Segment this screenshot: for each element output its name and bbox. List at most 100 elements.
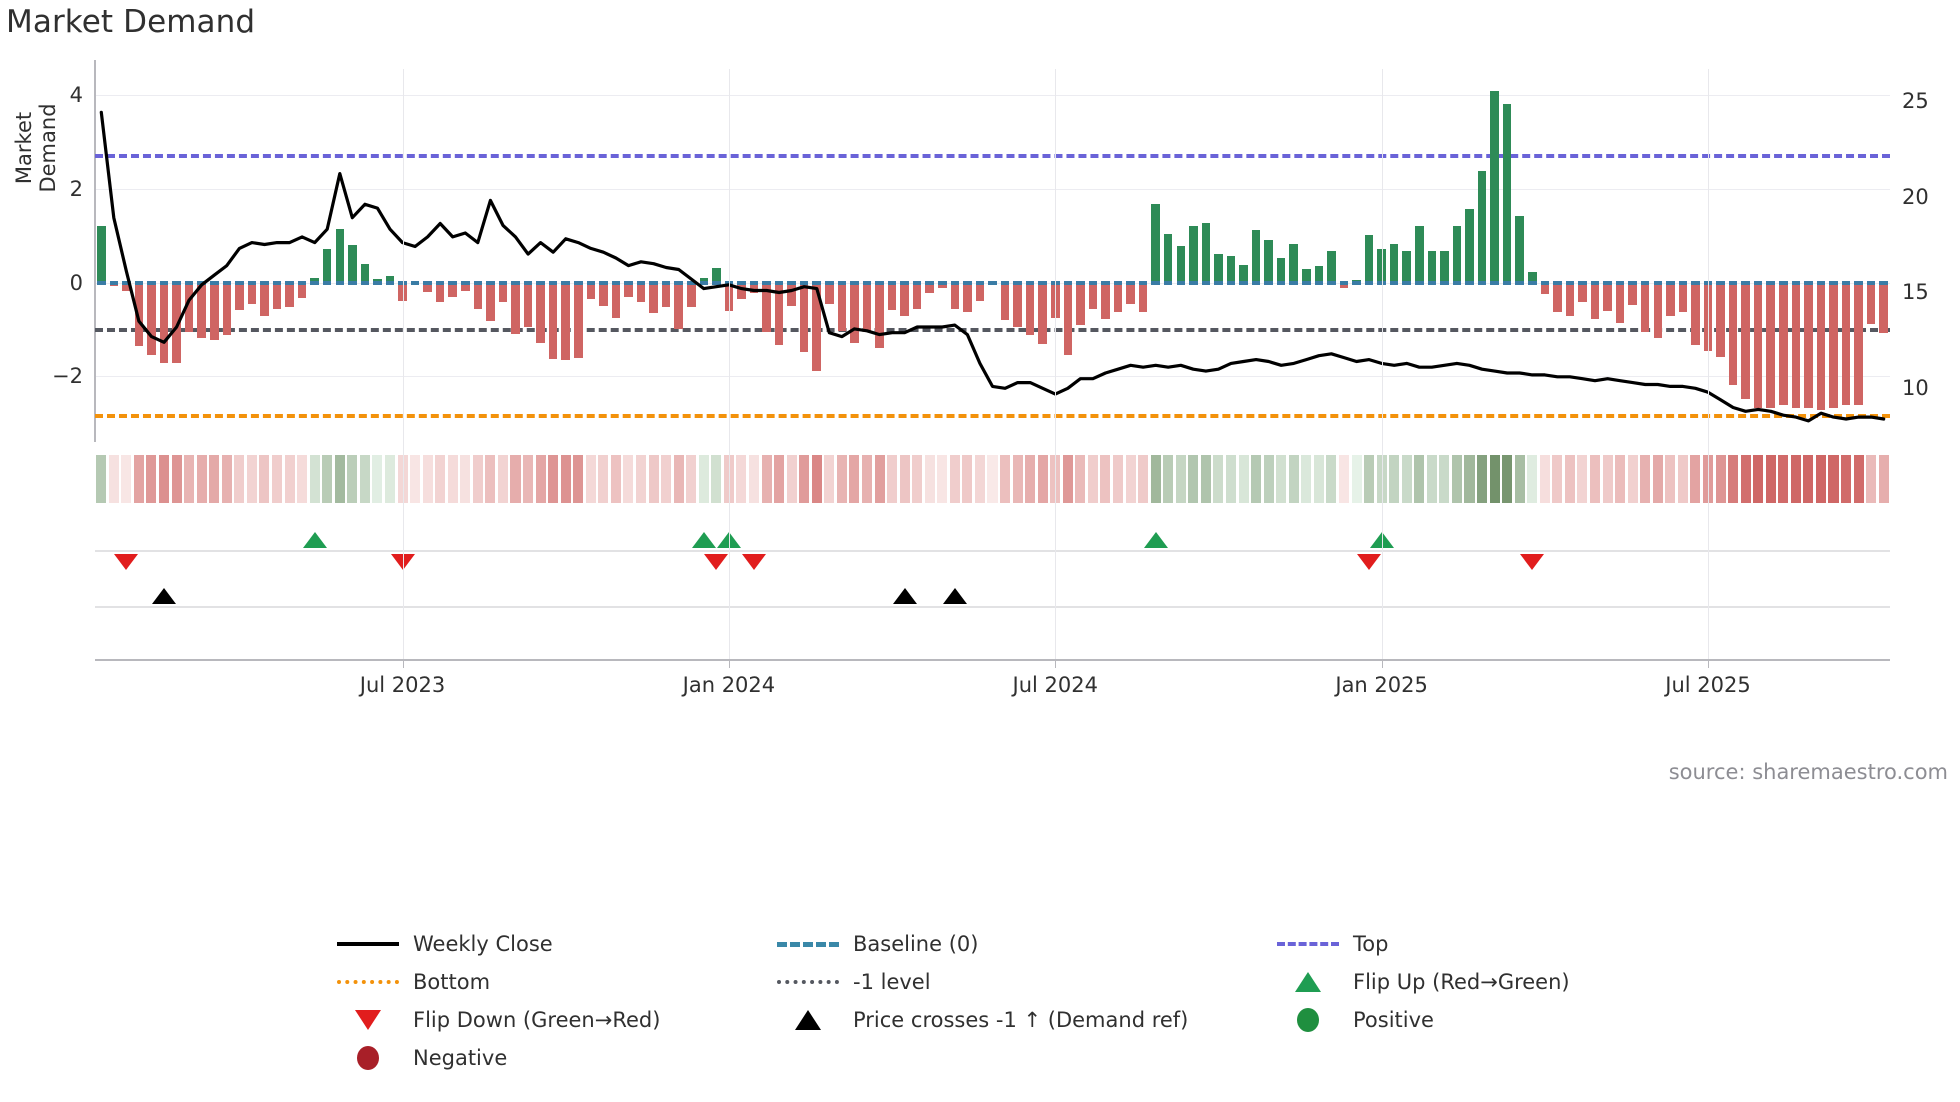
baseline-cap	[887, 280, 897, 285]
x-tick-mark	[402, 659, 404, 668]
demand-bar	[1766, 282, 1775, 409]
legend-item-weekly-close[interactable]: Weekly Close	[330, 925, 770, 963]
heatstrip-cell	[598, 455, 609, 503]
heatstrip-cell	[460, 455, 471, 503]
demand-bar	[1578, 282, 1587, 303]
baseline-cap	[912, 280, 922, 285]
baseline-cap	[586, 280, 596, 285]
demand-bar	[335, 228, 345, 283]
heatstrip-cell	[108, 455, 119, 503]
flip-up-marker[interactable]	[302, 532, 327, 548]
flip-down-marker[interactable]	[742, 554, 766, 570]
demand-bar	[1189, 225, 1198, 283]
flip-down-marker[interactable]	[114, 554, 139, 570]
demand-bar	[1013, 282, 1022, 328]
legend-item-flip-up[interactable]: Flip Up (Red→Green)	[1270, 963, 1630, 1001]
legend-item-negative[interactable]: Negative	[330, 1039, 770, 1077]
flip-down-marker[interactable]	[704, 554, 729, 570]
legend-row-1: Weekly Close Baseline (0) Top	[330, 925, 1630, 963]
baseline-cap	[1440, 280, 1449, 285]
demand-bar	[322, 249, 332, 283]
heatstrip-cell	[610, 455, 621, 503]
demand-bar	[297, 282, 307, 298]
demand-bar	[1628, 282, 1637, 306]
demand-bar	[1565, 282, 1575, 317]
demand-bar	[1264, 239, 1273, 283]
x-tick-mark	[728, 659, 730, 668]
flip-down-marker[interactable]	[1357, 554, 1382, 570]
baseline-cap	[1691, 280, 1700, 285]
demand-bar	[1339, 282, 1349, 289]
heatstrip-cell	[1627, 455, 1638, 503]
flip-down-marker[interactable]	[1520, 554, 1545, 570]
baseline-cap	[1264, 280, 1273, 285]
legend-label: Bottom	[413, 970, 491, 994]
heatstrip-cell	[1539, 455, 1550, 503]
baseline-cap	[636, 280, 646, 285]
x-tick-label: Jan 2025	[1335, 673, 1428, 697]
heatstrip-cell	[1828, 455, 1839, 503]
heatstrip-cell	[1853, 455, 1864, 503]
price-cross-marker[interactable]	[892, 588, 917, 604]
legend-item-baseline[interactable]: Baseline (0)	[770, 925, 1270, 963]
baseline-cap	[1678, 280, 1688, 285]
baseline-cap	[1804, 280, 1813, 285]
legend-item-minus-one-level[interactable]: -1 level	[770, 963, 1270, 1001]
heatstrip-cell	[447, 455, 458, 503]
heatstrip-cell	[1025, 455, 1036, 503]
baseline-cap	[599, 280, 608, 285]
heatstrip-cell	[974, 455, 985, 503]
flip-up-marker[interactable]	[1143, 532, 1168, 548]
baseline-cap	[435, 280, 445, 285]
baseline-cap	[1000, 280, 1010, 285]
demand-bar	[561, 282, 570, 361]
baseline-cap	[574, 280, 583, 285]
demand-bar	[1314, 266, 1324, 283]
heatstrip-cell	[774, 455, 785, 503]
baseline-cap	[1163, 280, 1173, 285]
baseline-cap	[737, 280, 746, 285]
legend-label: Top	[1353, 932, 1389, 956]
x-tick-label: Jan 2024	[682, 673, 776, 697]
demand-bar	[737, 282, 746, 300]
demand-bar	[925, 282, 934, 294]
demand-bar	[1540, 282, 1550, 295]
baseline-cap	[561, 280, 570, 285]
heatstrip-cell	[1778, 455, 1789, 503]
heatstrip-cell	[96, 455, 107, 503]
legend-item-top[interactable]: Top	[1270, 925, 1630, 963]
baseline-cap	[448, 280, 457, 285]
demand-bar	[912, 282, 922, 309]
demand-bar	[348, 245, 357, 283]
baseline-cap	[787, 280, 796, 285]
legend-label: Price crosses -1 ↑ (Demand ref)	[853, 1008, 1189, 1032]
baseline-cap	[310, 280, 319, 285]
baseline-cap	[925, 280, 934, 285]
heatstrip-cell	[661, 455, 672, 503]
heatstrip-cell	[1376, 455, 1387, 503]
baseline-cap	[1076, 280, 1085, 285]
price-cross-marker[interactable]	[942, 588, 967, 604]
source-note: source: sharemaestro.com	[1668, 760, 1948, 784]
legend-item-positive[interactable]: Positive	[1270, 1001, 1630, 1039]
heatstrip-cell	[334, 455, 345, 503]
demand-bar	[1126, 282, 1135, 304]
demand-bar	[310, 278, 319, 283]
demand-bar	[661, 282, 671, 308]
baseline-cap	[498, 280, 508, 285]
flip-up-marker[interactable]	[691, 532, 716, 548]
legend-item-flip-down[interactable]: Flip Down (Green→Red)	[330, 1001, 770, 1039]
heatstrip-cell	[359, 455, 370, 503]
heatstrip-cell	[510, 455, 521, 503]
price-cross-marker[interactable]	[152, 588, 177, 604]
demand-bar	[1377, 249, 1386, 283]
demand-bar	[1415, 225, 1424, 283]
baseline-cap	[97, 280, 106, 285]
demand-bar	[674, 282, 683, 329]
heatstrip-cell	[824, 455, 835, 503]
heatstrip-cell	[799, 455, 810, 503]
baseline-cap	[1666, 280, 1675, 285]
legend-item-bottom[interactable]: Bottom	[330, 963, 770, 1001]
heatstrip-cell	[497, 455, 508, 503]
legend-item-price-crosses[interactable]: Price crosses -1 ↑ (Demand ref)	[770, 1001, 1270, 1039]
